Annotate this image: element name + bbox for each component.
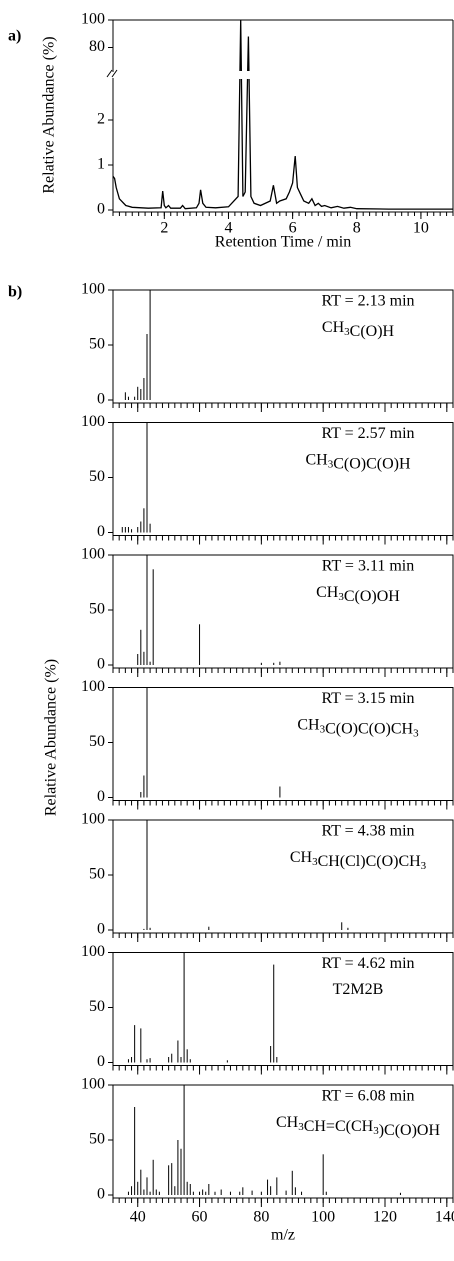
- compound-name: CH3C(O)OH: [316, 584, 400, 605]
- text-run: CH: [322, 319, 345, 336]
- retention-time: RT = 2.57 min: [321, 425, 414, 442]
- text-run: C(O)OH: [344, 588, 400, 605]
- x-tick-label: 10: [413, 220, 429, 237]
- axis-break-gap: [114, 71, 452, 79]
- x-tick-label: 120: [373, 1209, 397, 1226]
- subscript: 3: [338, 591, 344, 603]
- axis-break-mark: [106, 69, 113, 78]
- subscript: 3: [312, 856, 318, 868]
- retention-time: RT = 3.11 min: [322, 558, 415, 575]
- y-tick-label: 0: [97, 201, 105, 218]
- y-tick-label: 100: [81, 413, 105, 430]
- y-tick-label: 0: [97, 1053, 105, 1070]
- compound-name: CH3CH=C(CH3)C(O)OH: [276, 1114, 440, 1139]
- y-tick-label: 100: [81, 811, 105, 828]
- retention-time: RT = 6.08 min: [321, 1088, 414, 1105]
- text-run: CH: [316, 584, 339, 601]
- spectrum-frame: [112, 952, 454, 1066]
- retention-time: RT = 2.13 min: [321, 293, 414, 310]
- text-run: CH=C(CH: [304, 1118, 374, 1135]
- spectrum-frame: [112, 554, 454, 669]
- y-tick-label: 50: [89, 468, 105, 485]
- y-tick-label: 100: [81, 281, 105, 298]
- x-axis-label: Retention Time / min: [215, 234, 351, 251]
- subscript: 3: [320, 723, 326, 735]
- subscript: 3: [421, 860, 427, 872]
- y-tick-label: 100: [81, 1076, 105, 1093]
- y-tick-label: 1: [97, 156, 105, 173]
- x-tick-label: 4: [224, 220, 232, 237]
- compound-name: CH3C(O)H: [322, 319, 395, 340]
- x-tick-label: 60: [192, 1209, 208, 1226]
- text-run: CH: [290, 849, 313, 866]
- retention-time: RT = 3.15 min: [321, 690, 414, 707]
- chromatogram-trace: [112, 19, 453, 210]
- subscript: 3: [344, 326, 350, 338]
- x-tick-label: 80: [253, 1209, 269, 1226]
- y-tick-label: 50: [89, 336, 105, 353]
- text-run: CH: [305, 451, 328, 468]
- y-tick-label: 0: [97, 1186, 105, 1203]
- text-run: )C(O)OH: [379, 1122, 441, 1139]
- panel-label: b): [8, 284, 22, 301]
- x-tick-label: 6: [289, 220, 297, 237]
- x-tick-label: 8: [353, 220, 361, 237]
- y-axis-label: Relative Abundance (%): [43, 659, 60, 816]
- y-tick-label: 0: [97, 788, 105, 805]
- y-tick-label: 50: [89, 866, 105, 883]
- spectrum-frame: [112, 422, 454, 536]
- y-tick-label: 50: [89, 601, 105, 618]
- text-run: CH: [297, 716, 320, 733]
- y-tick-label: 100: [81, 11, 105, 28]
- subscript: 3: [373, 1125, 379, 1137]
- axis-break-mark: [111, 69, 118, 78]
- panel-label: a): [8, 28, 21, 45]
- x-tick-label: 40: [130, 1209, 146, 1226]
- y-tick-label: 80: [89, 38, 105, 55]
- text-run: CH: [276, 1114, 299, 1131]
- spectrum-frame: [112, 1084, 454, 1199]
- compound-name: CH3C(O)C(O)H: [305, 451, 411, 472]
- y-tick-label: 50: [89, 733, 105, 750]
- y-tick-label: 0: [97, 921, 105, 938]
- x-tick-label: 2: [160, 220, 168, 237]
- y-axis-label: Relative Abundance (%): [41, 36, 58, 193]
- spectrum-frame: [112, 819, 454, 934]
- text-run: C(O)H: [350, 323, 395, 340]
- retention-time: RT = 4.62 min: [321, 955, 414, 972]
- y-tick-label: 100: [81, 943, 105, 960]
- spectrum-frame: [112, 289, 454, 404]
- y-tick-label: 0: [97, 391, 105, 408]
- text-run: CH(Cl)C(O)CH: [318, 853, 422, 870]
- compound-name: CH3C(O)C(O)CH3: [297, 716, 419, 739]
- spectrum-frame: [112, 687, 454, 801]
- y-tick-label: 100: [81, 678, 105, 695]
- y-tick-label: 2: [97, 111, 105, 128]
- x-tick-label: 140: [435, 1209, 454, 1226]
- compound-name: CH3CH(Cl)C(O)CH3: [290, 849, 427, 872]
- subscript: 3: [298, 1121, 304, 1133]
- y-tick-label: 0: [97, 656, 105, 673]
- y-tick-label: 0: [97, 523, 105, 540]
- x-axis-label: m/z: [271, 1227, 295, 1244]
- y-tick-label: 100: [81, 546, 105, 563]
- retention-time: RT = 4.38 min: [321, 823, 414, 840]
- y-tick-label: 50: [89, 1131, 105, 1148]
- x-tick-label: 100: [311, 1209, 335, 1226]
- text-run: C(O)C(O)CH: [325, 720, 413, 737]
- subscript: 3: [328, 458, 334, 470]
- compound-name: T2M2B: [333, 981, 384, 998]
- subscript: 3: [413, 727, 419, 739]
- text-run: C(O)C(O)H: [333, 455, 411, 472]
- y-tick-label: 50: [89, 998, 105, 1015]
